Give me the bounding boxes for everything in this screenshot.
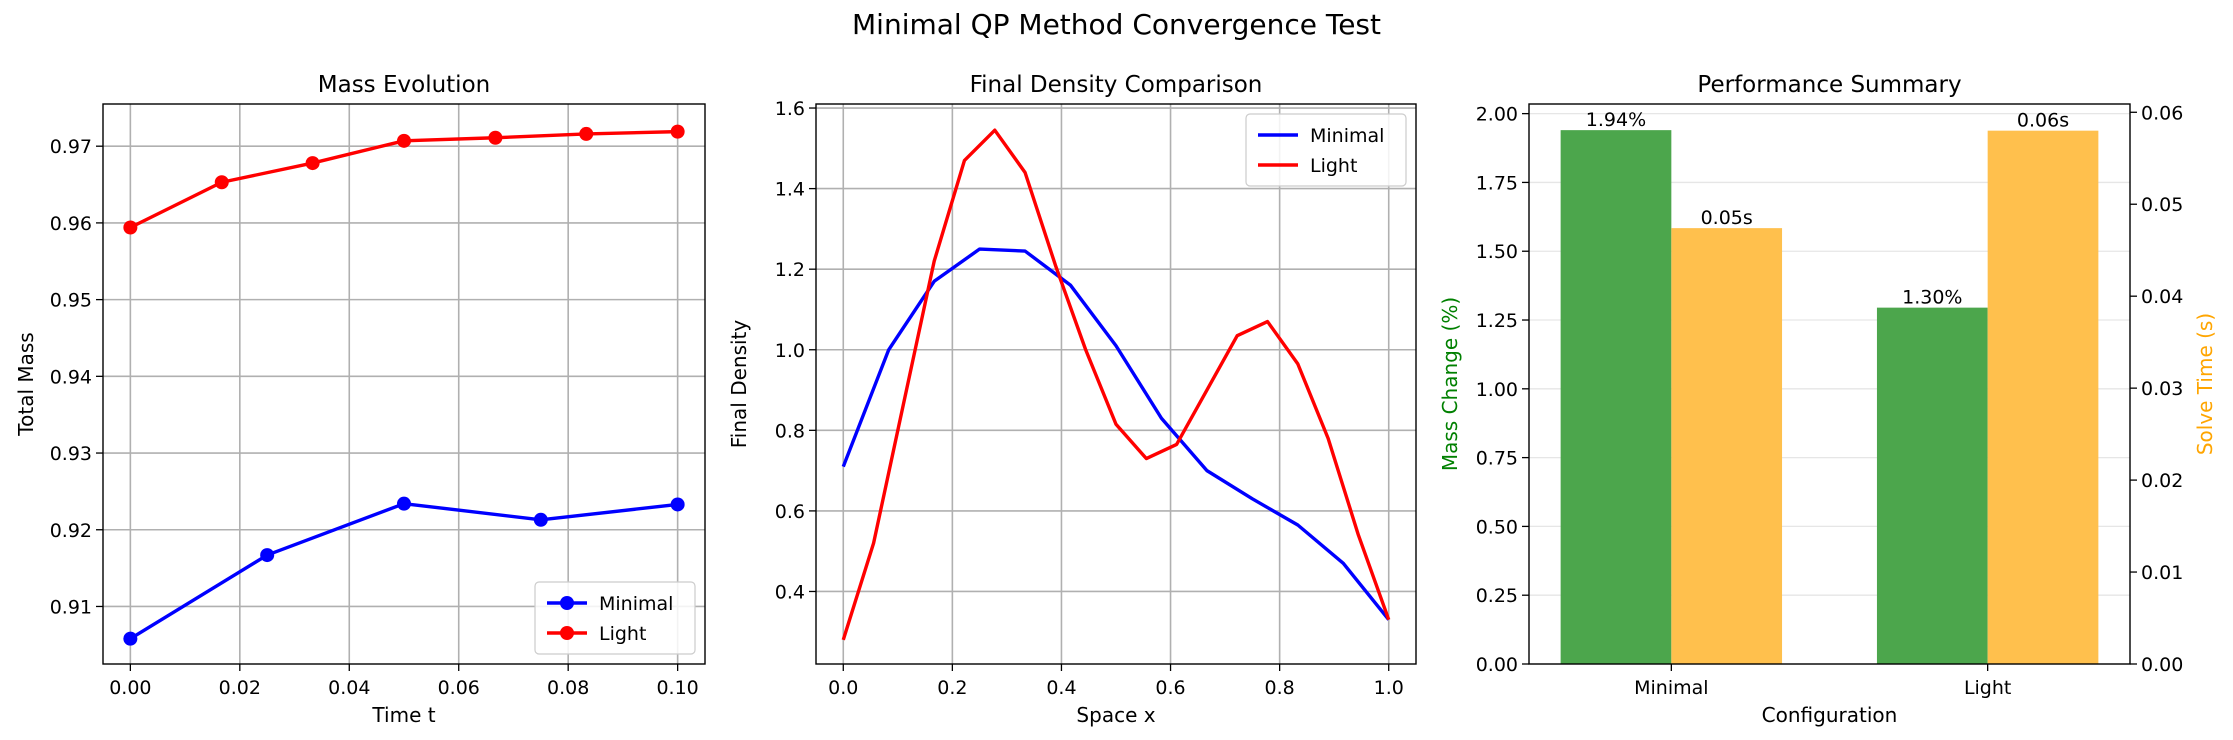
y-axis-label-right: Solve Time (s)	[2193, 313, 2217, 455]
y-tick-label: 0.96	[50, 213, 92, 235]
bar-solve-time-minimal	[1671, 228, 1783, 664]
data-point-light	[488, 130, 503, 145]
bar-value-label: 0.05s	[1701, 207, 1753, 229]
legend-label: Light	[1310, 155, 1357, 177]
y-tick-label: 0.8	[775, 420, 805, 442]
legend-box	[1245, 113, 1407, 187]
y-tick-label-left: 2.00	[1476, 104, 1518, 126]
x-tick-label: Minimal	[1634, 677, 1708, 699]
y-tick-label: 1.2	[775, 259, 805, 281]
x-tick-label: 0.08	[547, 677, 589, 699]
y-tick-label-right: 0.01	[2141, 562, 2183, 584]
y-tick-label: 0.6	[775, 501, 805, 523]
panel-title: Final Density Comparison	[970, 72, 1263, 98]
y-tick-label-left: 0.75	[1476, 448, 1518, 470]
x-tick-label: 0.06	[438, 677, 480, 699]
y-tick-label-right: 0.04	[2141, 286, 2183, 308]
legend-label: Minimal	[599, 593, 673, 615]
x-tick-label: 0.6	[1155, 677, 1185, 699]
data-point-light	[305, 156, 320, 171]
performance-summary-panel: 1.94% 0.05s 1.30% 0.06s Minimal Light 0.00 0.25…	[1438, 72, 2217, 727]
y-tick-label: 0.92	[50, 520, 92, 542]
y-tick-label: 1.4	[775, 179, 805, 201]
bar-solve-time-light	[1987, 130, 2099, 664]
x-tick-label: Light	[1964, 677, 2011, 699]
x-tick-label: 0.00	[109, 677, 151, 699]
y-tick-label-right: 0.05	[2141, 194, 2183, 216]
bar-value-label: 1.94%	[1586, 109, 1646, 131]
data-point-light	[579, 126, 594, 141]
series-line-minimal	[841, 247, 1391, 621]
y-tick-label-left: 0.00	[1476, 654, 1518, 676]
x-tick-label: 0.4	[1046, 677, 1076, 699]
y-tick-label-right: 0.00	[2141, 654, 2183, 676]
y-tick-label: 0.93	[50, 443, 92, 465]
x-tick-label: 0.02	[219, 677, 261, 699]
y-tick-label-left: 0.50	[1476, 516, 1518, 538]
y-tick-label-left: 1.25	[1476, 310, 1518, 332]
y-tick-label: 0.91	[50, 596, 92, 618]
axes-frame	[815, 103, 1417, 665]
y-tick-label: 1.0	[775, 340, 805, 362]
x-tick-label: 0.0	[828, 677, 858, 699]
y-tick-label-right: 0.02	[2141, 470, 2183, 492]
y-tick-label: 0.95	[50, 290, 92, 312]
bar-value-label: 0.06s	[2017, 110, 2069, 132]
panel-title: Performance Summary	[1697, 72, 1961, 98]
data-point-minimal	[670, 497, 685, 512]
data-point-light	[670, 124, 685, 139]
y-tick-label-right: 0.06	[2141, 102, 2183, 124]
mass-evolution-panel: 0.00 0.02 0.04 0.06 0.08 0.10 0.91 0.92 0.93 0.94…	[14, 72, 706, 727]
panel-title: Mass Evolution	[318, 72, 490, 98]
series-line-light	[841, 128, 1391, 641]
bar-value-label: 1.30%	[1902, 287, 1962, 309]
bar-mass-change-minimal	[1560, 130, 1672, 664]
data-point-light	[123, 220, 138, 235]
x-axis-label: Configuration	[1762, 703, 1898, 727]
legend-marker	[560, 626, 574, 640]
final-density-panel: 0.0 0.2 0.4 0.6 0.8 1.0 0.4 0.6 0.8 1.0 1.2 1.4 1.6 F…	[727, 72, 1417, 727]
x-tick-label: 0.8	[1265, 677, 1295, 699]
data-point-minimal	[533, 512, 548, 527]
data-point-minimal	[123, 631, 138, 646]
legend-marker	[560, 596, 574, 610]
x-tick-label: 0.04	[328, 677, 370, 699]
y-tick-label-left: 1.50	[1476, 241, 1518, 263]
legend: Minimal Light	[1245, 113, 1407, 187]
y-tick-label: 0.4	[775, 581, 805, 603]
y-axis-label-left: Mass Change (%)	[1438, 297, 1462, 471]
y-axis-label: Final Density	[727, 320, 751, 449]
x-axis-label: Space x	[1076, 703, 1155, 727]
bar-mass-change-light	[1876, 307, 1988, 664]
axes-frame	[1528, 103, 2131, 665]
x-tick-label: 1.0	[1374, 677, 1404, 699]
legend-box	[534, 581, 696, 655]
y-tick-label: 1.6	[775, 98, 805, 120]
y-tick-label-left: 1.00	[1476, 379, 1518, 401]
y-tick-label-right: 0.03	[2141, 378, 2183, 400]
data-point-light	[214, 175, 229, 190]
data-point-light	[397, 133, 411, 148]
data-point-minimal	[260, 548, 275, 563]
data-point-minimal	[397, 496, 411, 511]
legend-label: Minimal	[1310, 125, 1384, 147]
legend: Minimal Light	[534, 581, 696, 655]
y-axis-label: Total Mass	[14, 332, 38, 436]
x-tick-label: 0.2	[937, 677, 967, 699]
y-tick-label-left: 1.75	[1476, 172, 1518, 194]
y-tick-label: 0.94	[50, 366, 92, 388]
y-tick-label-left: 0.25	[1476, 585, 1518, 607]
x-axis-label: Time t	[371, 703, 435, 727]
x-tick-label: 0.10	[656, 677, 698, 699]
figure-title: Minimal QP Method Convergence Test	[852, 8, 1381, 41]
legend-label: Light	[599, 623, 646, 645]
axes-frame	[102, 103, 706, 665]
y-tick-label: 0.97	[50, 136, 92, 158]
